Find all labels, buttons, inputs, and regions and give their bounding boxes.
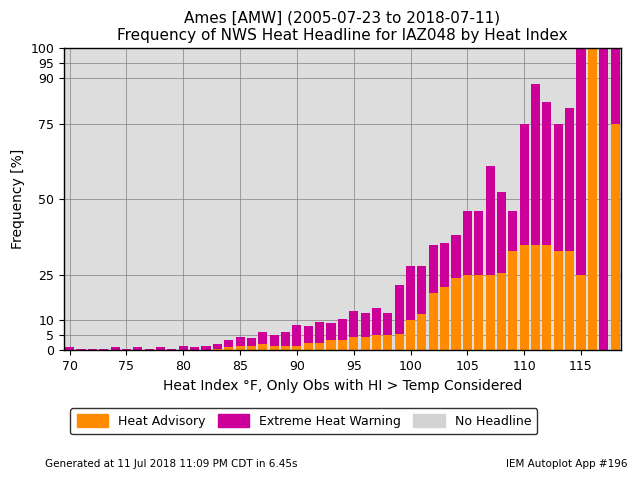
Bar [281,346,290,350]
Bar [224,348,234,350]
Bar [577,48,586,275]
Bar [304,326,313,343]
Legend: Heat Advisory, Extreme Heat Warning, No Headline: Heat Advisory, Extreme Heat Warning, No … [70,408,538,434]
Bar [145,349,154,350]
Bar [611,48,620,123]
Bar [440,287,449,350]
Bar [463,275,472,350]
Bar [542,244,552,350]
Bar [349,311,358,337]
Bar [315,343,324,350]
Bar [542,102,552,244]
Bar [531,84,540,244]
Bar [554,251,563,350]
Y-axis label: Frequency [%]: Frequency [%] [11,149,25,249]
Text: Generated at 11 Jul 2018 11:09 PM CDT in 6.45s: Generated at 11 Jul 2018 11:09 PM CDT in… [45,459,298,469]
Bar [326,340,335,350]
Bar [213,349,222,350]
Bar [292,346,301,350]
Bar [247,346,256,350]
Bar [372,308,381,335]
Bar [269,335,279,346]
Bar [259,332,268,344]
X-axis label: Heat Index °F, Only Obs with HI > Temp Considered: Heat Index °F, Only Obs with HI > Temp C… [163,379,522,393]
Bar [372,335,381,350]
Bar [111,348,120,350]
Title: Ames [AMW] (2005-07-23 to 2018-07-11)
Frequency of NWS Heat Headline for IAZ048 : Ames [AMW] (2005-07-23 to 2018-07-11) Fr… [117,10,568,43]
Bar [395,334,404,350]
Bar [486,166,495,275]
Bar [304,343,313,350]
Bar [99,349,108,350]
Bar [168,349,177,350]
Bar [292,324,301,346]
Bar [429,293,438,350]
Bar [338,319,347,340]
Bar [259,344,268,350]
Bar [122,349,131,350]
Bar [326,323,335,340]
Bar [463,211,472,275]
Bar [236,337,244,346]
Bar [520,123,529,244]
Bar [508,251,517,350]
Bar [269,346,279,350]
Bar [486,275,495,350]
Bar [383,312,392,335]
Bar [451,278,461,350]
Bar [281,332,290,346]
Bar [474,211,483,275]
Bar [213,344,222,349]
Bar [133,348,143,350]
Bar [440,243,449,287]
Bar [599,48,608,350]
Bar [88,349,97,350]
Bar [531,244,540,350]
Bar [202,346,211,350]
Bar [338,340,347,350]
Bar [429,244,438,293]
Bar [360,337,370,350]
Bar [611,123,620,350]
Bar [406,266,415,320]
Bar [224,340,234,348]
Bar [360,312,370,337]
Bar [77,349,86,350]
Bar [577,275,586,350]
Bar [417,314,426,350]
Bar [247,338,256,346]
Bar [406,320,415,350]
Bar [383,335,392,350]
Bar [497,273,506,350]
Bar [565,251,574,350]
Text: IEM Autoplot App #196: IEM Autoplot App #196 [506,459,627,469]
Bar [520,244,529,350]
Bar [417,266,426,314]
Bar [65,348,74,350]
Bar [315,322,324,343]
Bar [451,236,461,278]
Bar [156,348,165,350]
Bar [565,108,574,251]
Bar [179,346,188,350]
Bar [497,192,506,273]
Bar [236,346,244,350]
Bar [190,348,199,350]
Bar [508,211,517,251]
Bar [349,337,358,350]
Bar [554,123,563,251]
Bar [474,275,483,350]
Bar [395,286,404,334]
Bar [588,48,597,350]
